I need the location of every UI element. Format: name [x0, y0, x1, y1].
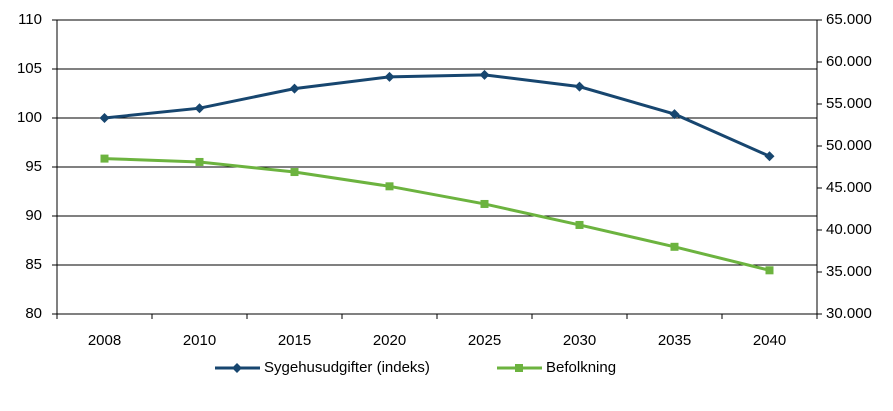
data-point: [480, 199, 489, 208]
legend-label: Sygehusudgifter (indeks): [264, 359, 430, 376]
y2-tick-label: 40.000: [826, 221, 872, 238]
x-tick-label: 2020: [373, 332, 406, 349]
data-point: [289, 83, 300, 94]
data-point: [765, 266, 774, 275]
y-tick-label: 110: [18, 11, 42, 28]
data-point: [764, 151, 775, 162]
y-tick-label: 95: [25, 158, 42, 175]
y-tick-label: 100: [17, 109, 42, 126]
x-tick-label: 2008: [88, 332, 121, 349]
y-tick-label: 105: [17, 60, 42, 77]
x-tick-label: 2040: [753, 332, 786, 349]
y2-tick-label: 45.000: [826, 179, 872, 196]
data-point: [574, 81, 585, 92]
legend-marker: [232, 363, 242, 373]
data-point: [385, 182, 394, 191]
series-line: [104, 73, 771, 158]
data-point: [384, 71, 395, 82]
x-tick-label: 2015: [278, 332, 311, 349]
data-point: [99, 113, 110, 123]
y-tick-label: 90: [25, 207, 42, 224]
y2-tick-label: 60.000: [826, 53, 872, 70]
data-point: [479, 69, 490, 80]
data-point: [290, 168, 299, 177]
x-tick-label: 2010: [183, 332, 216, 349]
y-tick-label: 80: [25, 305, 42, 322]
data-point: [575, 220, 584, 229]
series-line: [104, 157, 770, 272]
data-point: [195, 157, 204, 166]
data-point: [669, 109, 680, 120]
y2-tick-label: 50.000: [826, 137, 872, 154]
legend-marker: [515, 364, 523, 372]
y2-tick-label: 35.000: [826, 263, 872, 280]
data-point: [100, 154, 109, 163]
y-tick-label: 85: [25, 256, 42, 273]
data-point: [194, 103, 205, 114]
x-tick-label: 2025: [468, 332, 501, 349]
data-point: [670, 242, 679, 251]
x-tick-label: 2035: [658, 332, 691, 349]
y2-tick-label: 65.000: [826, 11, 872, 28]
y2-tick-label: 55.000: [826, 95, 872, 112]
y2-tick-label: 30.000: [826, 305, 872, 322]
legend-label: Befolkning: [546, 359, 616, 376]
x-tick-label: 2030: [563, 332, 596, 349]
